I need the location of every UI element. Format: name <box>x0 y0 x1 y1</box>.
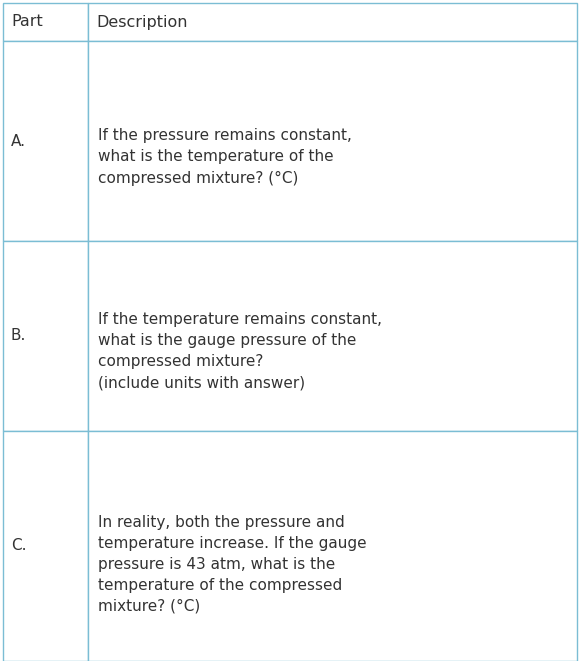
Text: If the pressure remains constant,
what is the temperature of the
compressed mixt: If the pressure remains constant, what i… <box>98 128 352 186</box>
Bar <box>88 3 577 41</box>
Bar <box>88 431 577 661</box>
Text: Part: Part <box>11 15 43 30</box>
Text: In reality, both the pressure and
temperature increase. If the gauge
pressure is: In reality, both the pressure and temper… <box>98 515 367 614</box>
Bar <box>3 241 88 431</box>
Bar <box>88 41 577 241</box>
Text: B.: B. <box>11 329 26 344</box>
Text: If the temperature remains constant,
what is the gauge pressure of the
compresse: If the temperature remains constant, wha… <box>98 312 382 390</box>
Bar <box>3 431 88 661</box>
Bar <box>3 41 88 241</box>
Text: A.: A. <box>11 134 26 149</box>
Bar <box>88 241 577 431</box>
Text: Description: Description <box>96 15 187 30</box>
Text: C.: C. <box>11 539 27 553</box>
Bar <box>3 3 88 41</box>
